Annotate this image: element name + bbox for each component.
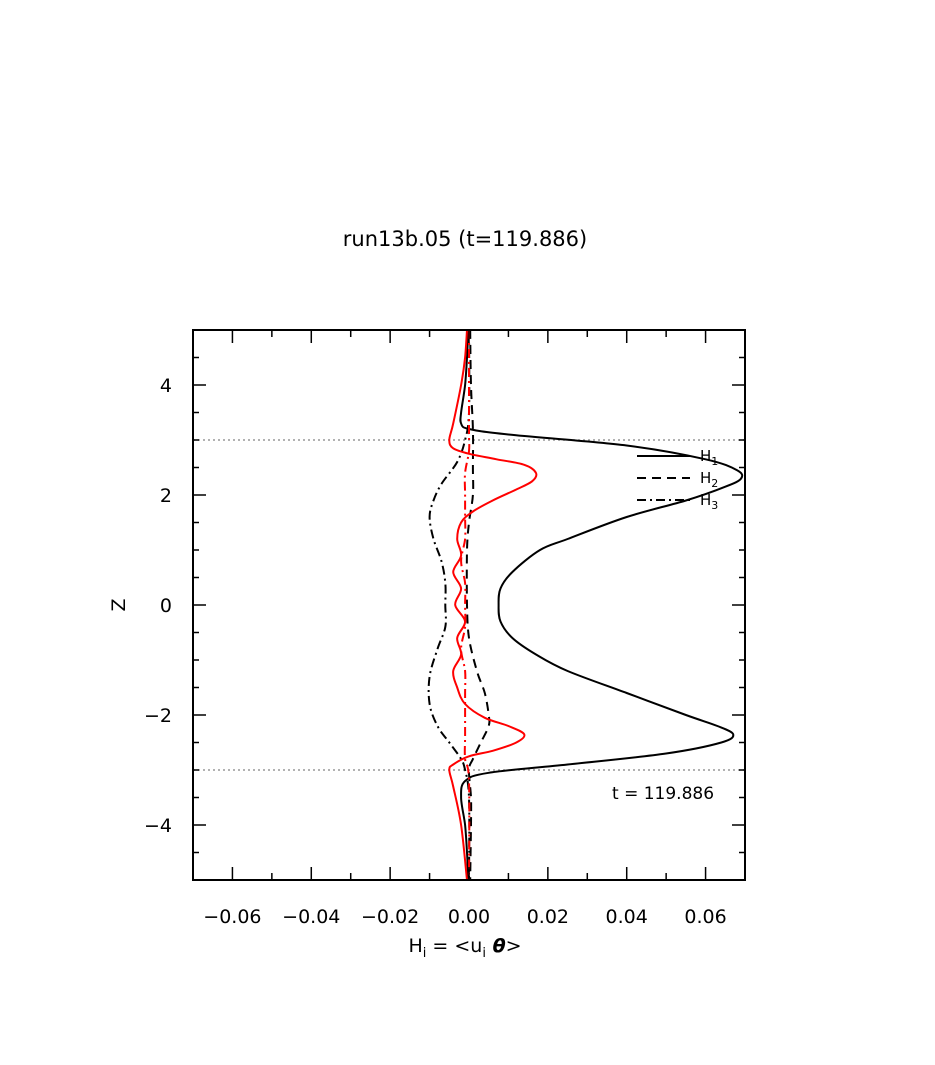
x-tick-labels: −0.06 −0.04 −0.02 0.00 0.02 0.04 0.06 (203, 906, 726, 928)
y-tick-label: 2 (160, 485, 172, 507)
y-tick-label: 0 (160, 595, 172, 617)
legend-label-base: H (700, 469, 711, 487)
x-axis-label-mid: = <u (426, 935, 482, 957)
series-line-4 (448, 329, 538, 881)
x-tick-label: 0.00 (448, 906, 490, 928)
legend-label-base: H (700, 447, 711, 465)
x-tick-label: 0.06 (684, 906, 726, 928)
x-tick-label: −0.02 (361, 906, 419, 928)
x-axis-label: Hi = <ui θ> (408, 935, 521, 961)
legend-label: H3 (700, 491, 718, 512)
y-tick-label: −2 (144, 705, 172, 727)
y-axis-label: Z (108, 598, 130, 611)
time-annotation: t = 119.886 (612, 784, 714, 804)
x-axis-label-theta: θ (486, 935, 506, 957)
y-tick-labels: −4 −2 0 2 4 (144, 375, 172, 837)
series-line-2 (465, 329, 491, 881)
legend-label: H2 (700, 469, 718, 490)
series-line-1 (459, 329, 744, 881)
legend-label-sub: 3 (711, 499, 718, 512)
series-line-5 (460, 330, 471, 881)
x-tick-label: 0.04 (606, 906, 648, 928)
x-axis-label-h: H (408, 935, 422, 957)
legend-label-base: H (700, 491, 711, 509)
y-tick-label: −4 (144, 815, 172, 837)
x-axis-label-sub2: i (482, 946, 486, 961)
series-line-3 (427, 329, 471, 881)
x-axis-label-sub: i (423, 946, 427, 961)
x-axis-label-end: > (506, 935, 522, 957)
reference-lines (193, 439, 745, 771)
legend-label-sub: 2 (711, 477, 718, 490)
x-tick-label: 0.02 (527, 906, 569, 928)
legend-label-sub: 1 (711, 455, 718, 468)
x-tick-label: −0.04 (282, 906, 340, 928)
axis-ticks (192, 329, 746, 881)
x-tick-label: −0.06 (203, 906, 261, 928)
legend-label: H1 (700, 447, 718, 468)
y-tick-label: 4 (160, 375, 172, 397)
chart-title: run13b.05 (t=119.886) (343, 227, 587, 251)
series-layer (427, 329, 744, 881)
